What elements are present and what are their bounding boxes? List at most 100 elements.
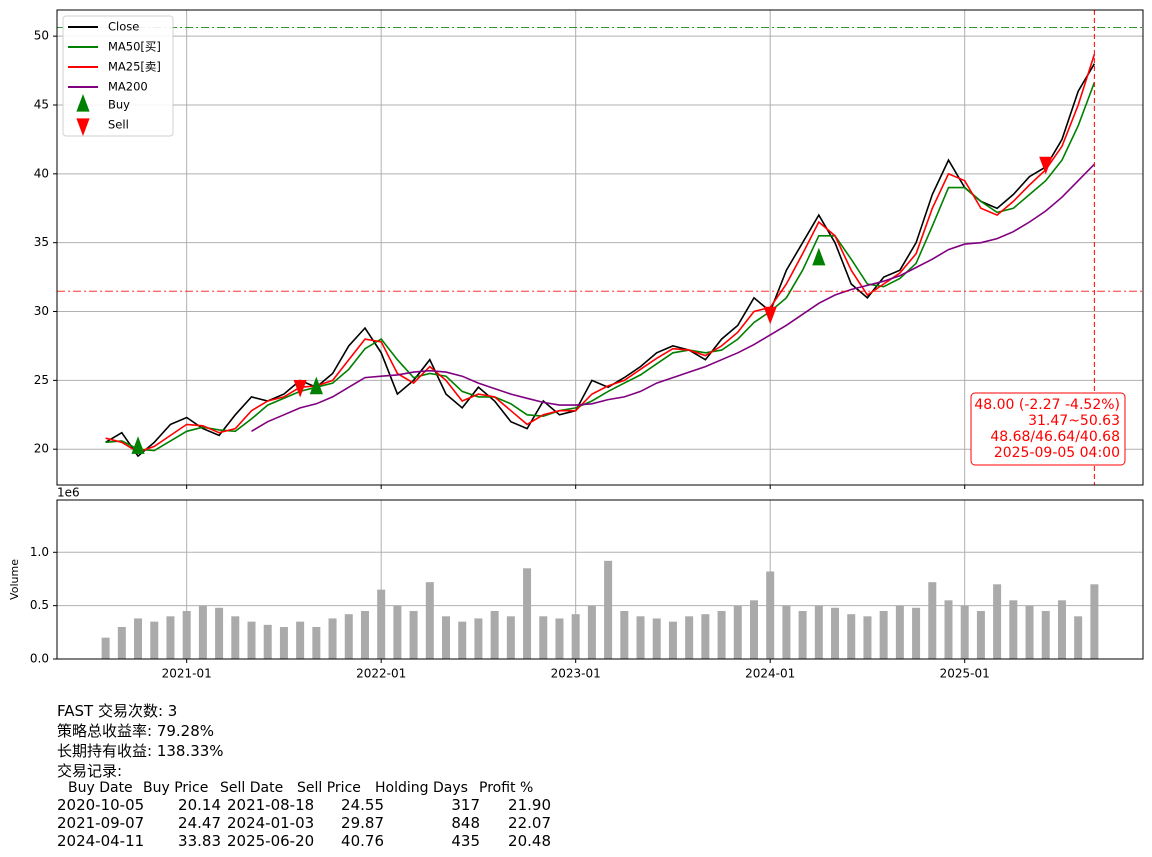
x-tick-label: 2022-01 (356, 667, 406, 681)
table-cell: 2025-06-20 (227, 832, 315, 850)
bar (749, 600, 758, 659)
table-cell: 2020-10-05 (57, 796, 145, 814)
bar (1025, 605, 1034, 659)
summary-line: 策略总收益率: 79.28% (57, 722, 215, 740)
table-cell: 24.55 (341, 796, 384, 814)
table-header: Sell Price (297, 780, 361, 796)
bar (523, 568, 532, 659)
legend-label: Buy (108, 98, 130, 112)
x-tick-label: 2025-01 (940, 667, 990, 681)
table-cell: 848 (451, 814, 480, 832)
bar (733, 605, 742, 659)
y-tick-label: 30 (34, 304, 49, 318)
table-cell: 2021-09-07 (57, 814, 145, 832)
bar (701, 614, 710, 659)
bar (117, 626, 126, 659)
y-tick-label: 20 (34, 442, 49, 456)
bar (928, 582, 937, 659)
table-cell: 21.90 (508, 796, 551, 814)
marker-buy (131, 436, 145, 454)
y-tick-label: 1.0 (30, 545, 49, 559)
bar (101, 637, 110, 659)
line-2 (105, 54, 1096, 453)
y-tick-label: 45 (34, 98, 49, 112)
marker-sell (763, 306, 777, 325)
bar (587, 605, 596, 659)
annotation-text: 2025-09-05 04:00 (994, 445, 1120, 461)
bar (847, 614, 856, 659)
bar (231, 616, 240, 659)
bar (134, 618, 143, 659)
bar (409, 610, 418, 659)
table-cell: 2021-08-18 (227, 796, 315, 814)
line-1 (105, 82, 1096, 452)
table-cell: 29.87 (341, 814, 384, 832)
bar (831, 607, 840, 659)
table-header: Buy Date (68, 780, 133, 796)
bar (895, 605, 904, 659)
bar (620, 610, 629, 659)
bar (879, 610, 888, 659)
legend: Close MA50[买] MA25[卖] MA200 Buy Sell (62, 15, 174, 137)
bar (766, 571, 775, 659)
bar (490, 610, 499, 659)
bar (279, 626, 288, 659)
table-cell: 24.47 (178, 814, 221, 832)
bar (685, 616, 694, 659)
bar (328, 618, 337, 659)
bar (312, 626, 321, 659)
bar (425, 582, 434, 659)
table-cell: 22.07 (508, 814, 551, 832)
marker-sell (293, 379, 307, 398)
y-tick-label: 0.5 (30, 598, 49, 612)
y-tick-label: 0.0 (30, 652, 49, 666)
x-tick-label: 2024-01 (745, 667, 795, 681)
bar (960, 605, 969, 659)
annotation-text: 48.68/46.64/40.68 (990, 429, 1120, 445)
x-tick-label: 2023-01 (551, 667, 601, 681)
line-0 (105, 63, 1096, 458)
bar (442, 616, 451, 659)
bar (182, 610, 191, 659)
bar (976, 610, 985, 659)
legend-label: Close (108, 20, 139, 34)
plot-frame (56, 9, 1144, 486)
bar (944, 600, 953, 659)
bar (668, 621, 677, 659)
bar (296, 621, 305, 659)
bar (458, 621, 467, 659)
bar (863, 616, 872, 659)
table-cell: 40.76 (341, 832, 384, 850)
legend-label: MA200 (108, 80, 148, 94)
y-tick-label: 50 (34, 29, 49, 43)
legend-swatch (76, 94, 90, 112)
bar (555, 618, 564, 659)
bar (814, 605, 823, 659)
bar (1074, 616, 1083, 659)
table-header: Holding Days (375, 780, 468, 796)
bar (360, 610, 369, 659)
bar (717, 610, 726, 659)
bar (215, 607, 224, 659)
annotation-box (970, 392, 1126, 466)
offset-label: 1e6 (57, 486, 80, 500)
table-cell: 2024-01-03 (227, 814, 315, 832)
bar (1041, 610, 1050, 659)
bar (198, 605, 207, 659)
bar (604, 560, 613, 659)
bar (150, 621, 159, 659)
y-tick-label: 25 (34, 373, 49, 387)
summary-line: FAST 交易次数: 3 (57, 702, 178, 720)
summary-line: 交易记录: (57, 762, 123, 780)
annotation-text: 31.47~50.63 (1028, 413, 1120, 429)
table-cell: 20.48 (508, 832, 551, 850)
legend-label: MA25[卖] (108, 60, 161, 74)
legend-label: MA50[买] (108, 40, 161, 54)
chart: 20 25 30 35 40 45 50 Close MA50[买] MA25[卖] MA200 Bu… (8, 9, 1144, 681)
bar (377, 589, 386, 659)
plot-frame (56, 499, 1144, 660)
bar (782, 605, 791, 659)
marker-buy (812, 247, 826, 266)
bar (993, 584, 1002, 659)
